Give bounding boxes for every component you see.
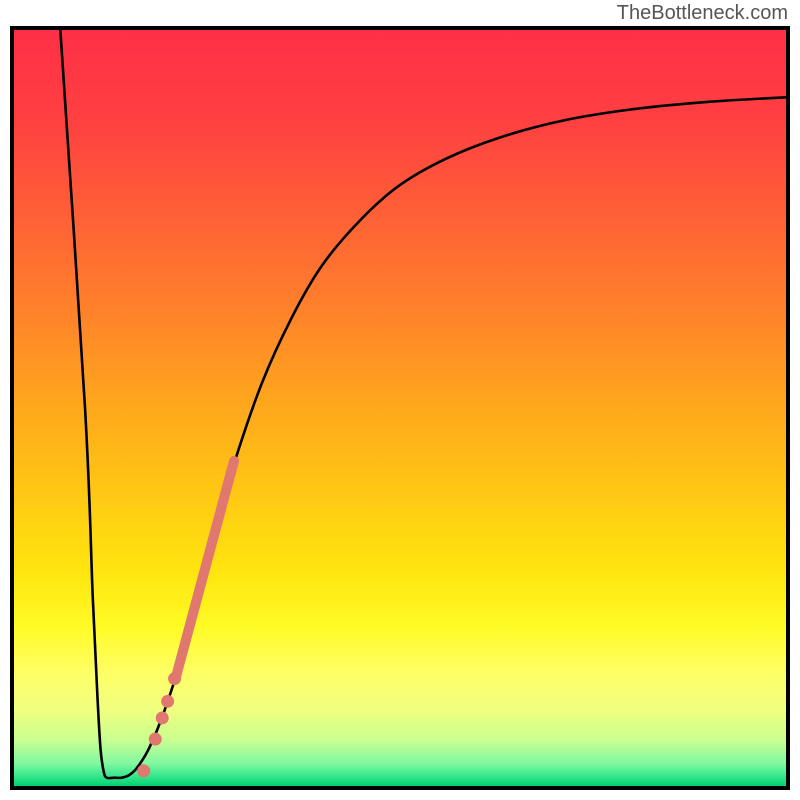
bottleneck-chart [14,30,786,786]
chart-frame [10,26,790,790]
plot-area [14,30,786,786]
watermark-text: TheBottleneck.com [617,2,788,25]
